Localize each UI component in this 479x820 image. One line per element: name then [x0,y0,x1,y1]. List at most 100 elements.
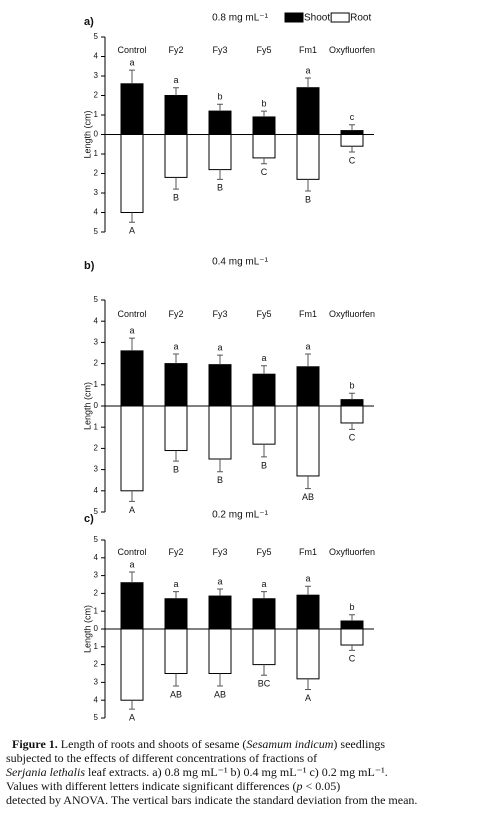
significance-letter: b [349,602,354,612]
x-tick-label: Fm1 [299,309,317,319]
caption-line: Figure 1. Length of roots and shoots of … [12,737,385,751]
bar [164,95,188,135]
error-bar [173,673,179,687]
error-bar [349,392,355,400]
significance-letter: B [173,464,179,474]
caption-line: subjected to the effects of different co… [6,751,317,765]
y-tick-label: 3 [94,571,99,580]
y-tick-label: 2 [94,169,99,178]
error-bar [173,591,179,599]
bar [296,87,320,135]
y-tick-label: 5 [94,227,99,236]
significance-letter: A [129,226,135,236]
significance-letter: B [173,192,179,202]
bar [164,134,188,178]
y-tick-label: 3 [94,71,99,80]
y-tick-label: 0 [94,401,99,410]
significance-letter: b [217,92,222,102]
error-bar [305,678,311,691]
significance-letter: b [349,381,354,391]
significance-letter: a [261,579,266,589]
error-bar [261,444,267,458]
error-bar [261,591,267,599]
bar [120,582,144,630]
error-bar [217,673,223,687]
panel-label: a) [84,16,94,28]
y-axis-label: Length (cm) [82,110,92,158]
y-tick-label: 1 [94,422,99,431]
significance-letter: B [261,460,267,470]
bar [120,628,144,701]
y-axis-label: Length (cm) [82,605,92,653]
x-tick-label: Control [117,45,146,55]
bar [120,350,144,407]
significance-letter: a [217,342,222,352]
error-bar [305,77,311,88]
caption-text: Figure 1. [12,737,58,751]
y-tick-label: 5 [94,295,99,304]
y-axis-label: Length (cm) [82,382,92,430]
legend-label: Root [350,13,371,24]
y-tick-label: 0 [94,624,99,633]
error-bar [129,337,135,351]
bar [296,366,320,407]
error-bar [217,103,223,112]
bar [164,363,188,407]
y-tick-label: 5 [94,535,99,544]
significance-letter: B [305,194,311,204]
y-tick-label: 3 [94,465,99,474]
significance-letter: a [129,58,134,68]
y-tick-label: 2 [94,444,99,453]
x-tick-label: Fy3 [212,45,227,55]
y-tick-label: 4 [94,486,99,495]
significance-letter: a [129,559,134,569]
chart-title: 0.2 mg mL⁻¹ [212,510,269,521]
y-tick-label: 3 [94,188,99,197]
error-bar [173,450,179,462]
error-bar [305,585,311,596]
error-bar [129,69,135,84]
x-tick-label: Fy3 [212,547,227,557]
y-tick-label: 0 [94,130,99,139]
x-tick-label: Fm1 [299,45,317,55]
y-tick-label: 4 [94,553,99,562]
error-bar [261,157,267,165]
bar [340,628,364,646]
error-bar [173,177,179,190]
bar [120,83,144,136]
bar [340,130,364,136]
error-bar [349,614,355,621]
y-tick-label: 1 [94,110,99,119]
significance-letter: A [129,505,135,515]
bar [120,134,144,213]
bar [164,598,188,630]
bar [164,628,188,674]
bar [208,364,232,407]
significance-letter: AB [170,689,182,699]
bar [296,628,320,680]
significance-letter: A [129,712,135,722]
x-tick-label: Fy2 [168,309,183,319]
x-tick-label: Oxyfluorfen [329,547,375,557]
caption-text: Serjania lethalis [6,765,85,779]
bar [120,405,144,492]
error-bar [349,645,355,651]
caption-text: subjected to the effects of different co… [6,751,317,765]
bar [296,134,320,180]
caption-text: Sesamum indicum [246,737,333,751]
error-bar [349,146,355,153]
significance-letter: a [261,353,266,363]
bar [296,405,320,477]
y-tick-label: 4 [94,208,99,217]
error-bar [305,179,311,192]
bar [208,110,232,135]
y-tick-label: 4 [94,52,99,61]
caption-line: Serjania lethalis leaf extracts. a) 0.8 … [6,765,388,779]
caption-text: p [295,779,302,793]
x-tick-label: Oxyfluorfen [329,309,375,319]
bar [252,116,276,135]
significance-letter: a [305,341,310,351]
significance-letter: a [173,341,178,351]
significance-letter: a [173,579,178,589]
